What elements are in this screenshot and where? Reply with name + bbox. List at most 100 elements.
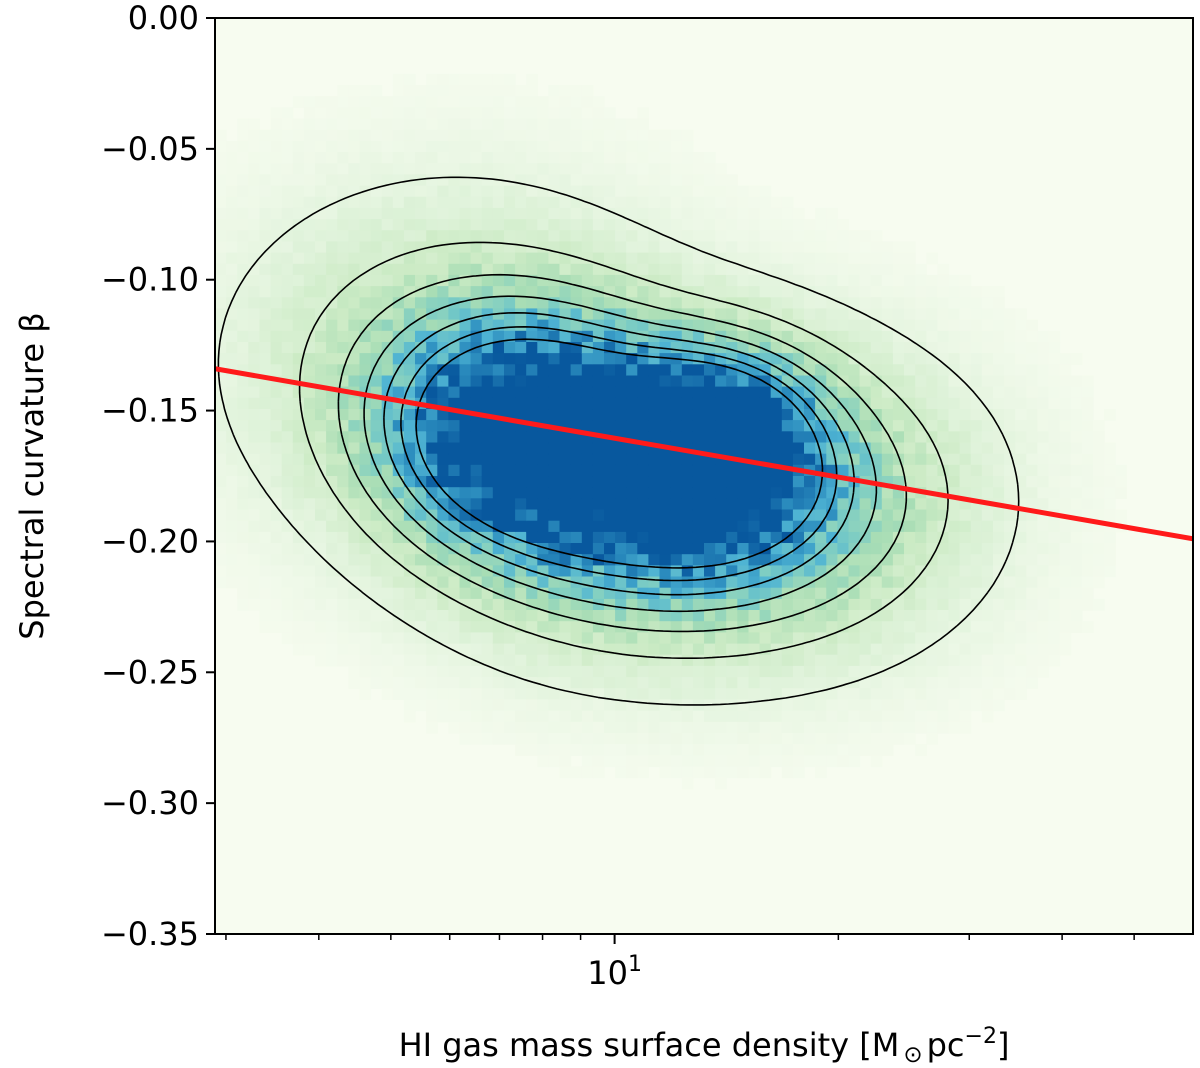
heatmap-cell — [659, 185, 672, 198]
heatmap-cell — [1004, 598, 1016, 611]
heatmap-cell — [804, 308, 816, 321]
heatmap-cell — [781, 665, 794, 678]
heatmap-cell — [848, 409, 861, 421]
heatmap-cell — [948, 654, 961, 667]
heatmap-cell — [637, 342, 649, 354]
heatmap-cell — [515, 274, 527, 287]
heatmap-cell — [681, 554, 694, 566]
heatmap-cell — [993, 520, 1005, 533]
heatmap-cell — [681, 721, 694, 734]
heatmap-cell — [770, 330, 783, 343]
heatmap-cell — [481, 587, 494, 600]
heatmap-cell — [504, 677, 516, 689]
heatmap-cell — [648, 353, 661, 365]
heatmap-cell — [704, 364, 716, 377]
heatmap-cell — [581, 297, 594, 310]
heatmap-cell — [915, 464, 927, 477]
heatmap-cell — [470, 107, 483, 120]
heatmap-cell — [859, 598, 872, 611]
heatmap-cell — [648, 565, 661, 578]
heatmap-cell — [348, 297, 361, 310]
heatmap-cell — [726, 308, 738, 321]
heatmap-cell — [948, 632, 961, 645]
heatmap-cell — [426, 464, 438, 477]
heatmap-cell — [681, 129, 694, 142]
heatmap-cell — [326, 174, 338, 187]
heatmap-cell — [981, 420, 994, 432]
heatmap-cell — [859, 487, 872, 499]
heatmap-cell — [659, 665, 672, 678]
heatmap-cell — [448, 665, 461, 678]
heatmap-cell — [526, 386, 538, 399]
heatmap-cell — [1104, 453, 1116, 466]
heatmap-cell — [781, 543, 794, 555]
heatmap-cell — [459, 174, 472, 187]
heatmap-cell — [915, 688, 927, 700]
heatmap-cell — [993, 464, 1005, 477]
heatmap-cell — [681, 643, 694, 656]
heatmap-cell — [770, 207, 783, 220]
heatmap-cell — [704, 319, 716, 332]
heatmap-cell — [1026, 386, 1038, 399]
heatmap-cell — [659, 353, 672, 365]
heatmap-cell — [726, 174, 738, 187]
heatmap-cell — [492, 498, 505, 511]
heatmap-cell — [759, 554, 772, 566]
heatmap-cell — [459, 386, 472, 399]
heatmap-cell — [515, 476, 527, 488]
heatmap-cell — [448, 118, 461, 131]
heatmap-cell — [1081, 576, 1094, 589]
heatmap-cell — [348, 85, 361, 97]
heatmap-cell — [1059, 576, 1072, 589]
heatmap-cell — [492, 409, 505, 421]
heatmap-cell — [704, 152, 716, 164]
heatmap-cell — [581, 587, 594, 600]
heatmap-cell — [492, 274, 505, 287]
heatmap-cell — [826, 598, 838, 611]
heatmap-cell — [1004, 453, 1016, 466]
heatmap-cell — [526, 163, 538, 175]
heatmap-cell — [548, 319, 561, 332]
heatmap-cell — [459, 85, 472, 97]
heatmap-cell — [1015, 353, 1027, 365]
heatmap-cell — [559, 241, 572, 254]
heatmap-cell — [237, 297, 249, 310]
heatmap-cell — [459, 129, 472, 142]
heatmap-cell — [759, 610, 772, 622]
heatmap-cell — [226, 554, 238, 566]
heatmap-cell — [348, 453, 361, 466]
heatmap-cell — [1015, 665, 1027, 678]
heatmap-cell — [670, 409, 683, 421]
heatmap-cell — [570, 230, 583, 242]
heatmap-cell — [515, 610, 527, 622]
heatmap-cell — [248, 252, 260, 265]
heatmap-cell — [915, 509, 927, 522]
heatmap-cell — [704, 509, 716, 522]
heatmap-cell — [959, 498, 972, 511]
heatmap-cell — [993, 610, 1005, 622]
heatmap-cell — [426, 140, 438, 153]
heatmap-cell — [959, 319, 972, 332]
heatmap-cell — [259, 464, 272, 477]
heatmap-cell — [1093, 453, 1105, 466]
heatmap-cell — [515, 129, 527, 142]
heatmap-cell — [281, 598, 294, 611]
heatmap-cell — [870, 598, 883, 611]
heatmap-cell — [403, 286, 416, 298]
heatmap-cell — [1070, 610, 1083, 622]
heatmap-cell — [637, 252, 649, 265]
heatmap-cell — [392, 73, 405, 86]
heatmap-cell — [726, 397, 738, 410]
heatmap-cell — [881, 364, 894, 377]
heatmap-cell — [926, 409, 938, 421]
heatmap-cell — [948, 688, 961, 700]
heatmap-cell — [692, 375, 705, 388]
heatmap-cell — [604, 174, 616, 187]
heatmap-cell — [381, 174, 394, 187]
heatmap-cell — [526, 129, 538, 142]
heatmap-cell — [292, 330, 305, 343]
heatmap-cell — [970, 476, 983, 488]
heatmap-cell — [870, 710, 883, 723]
heatmap-cell — [337, 643, 349, 656]
heatmap-cell — [348, 96, 361, 108]
